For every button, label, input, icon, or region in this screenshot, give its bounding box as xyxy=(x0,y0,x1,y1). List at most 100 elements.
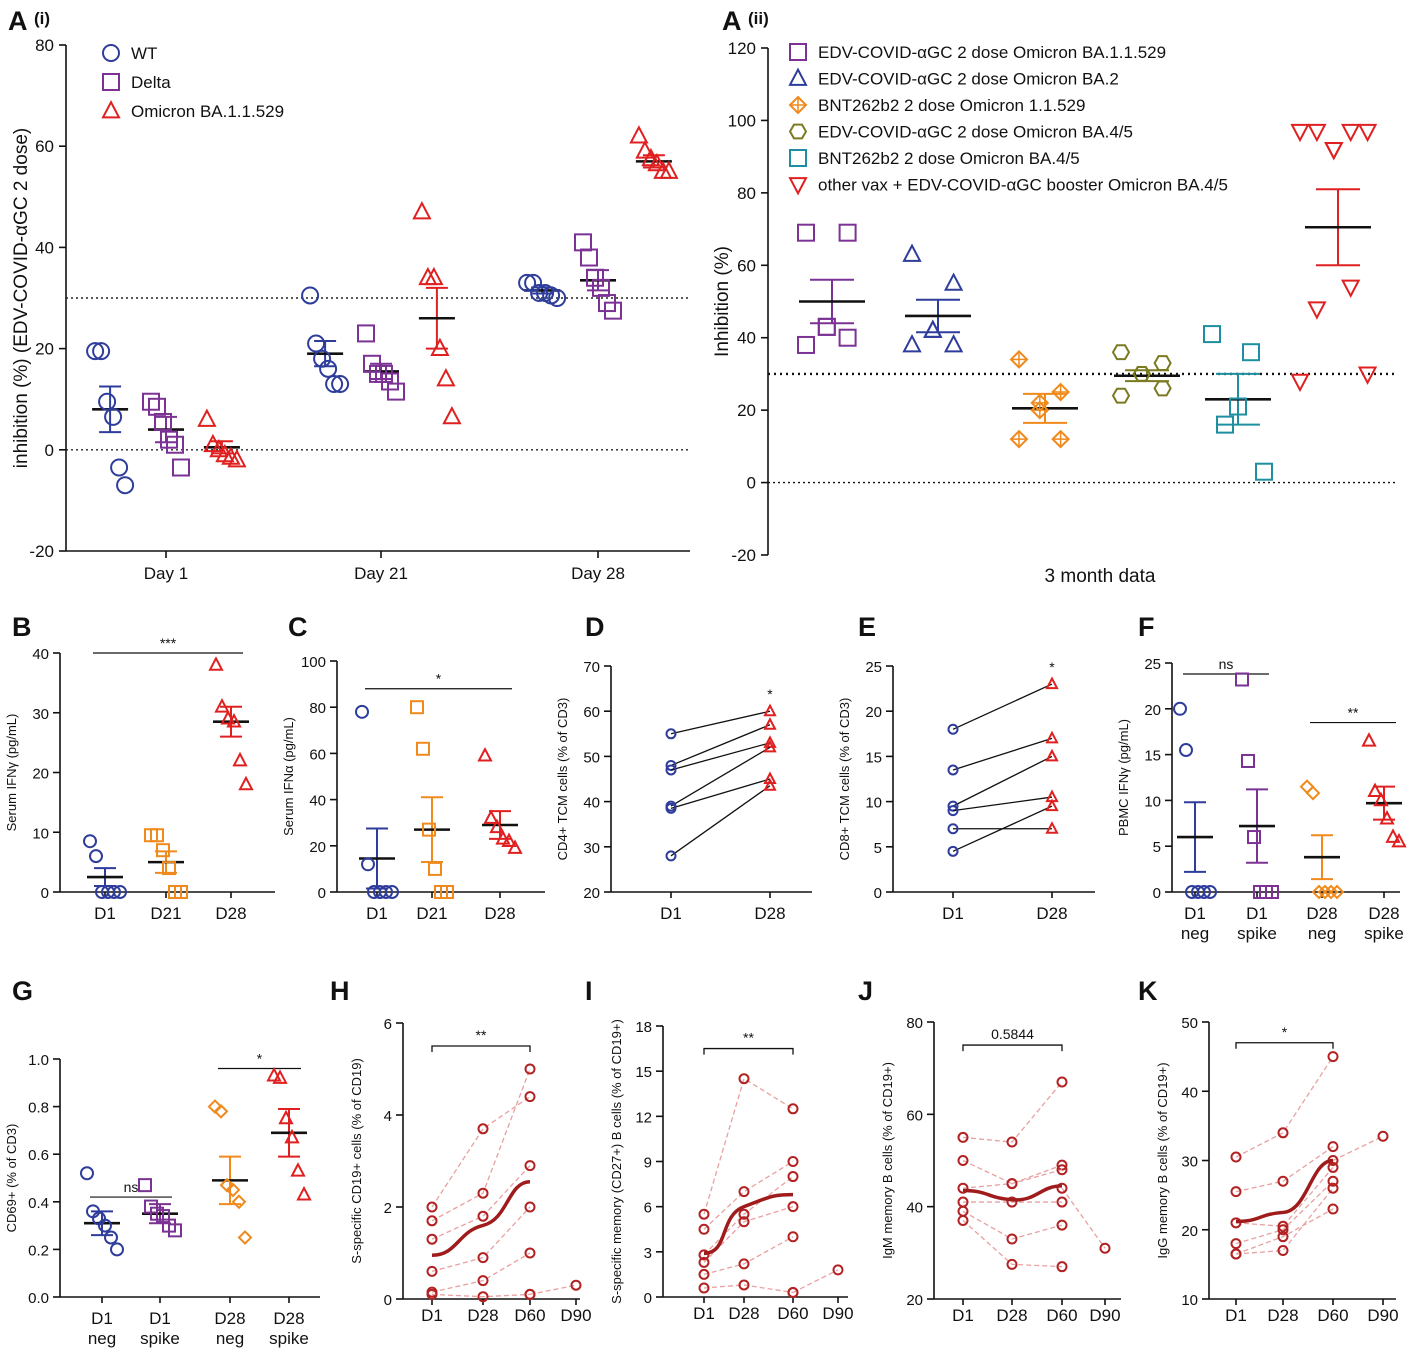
x-tick-label-line: spike xyxy=(269,1329,309,1348)
y-tick-label: 0 xyxy=(644,1290,652,1307)
marker-triangle xyxy=(501,832,517,847)
x-tick-label: Day 28 xyxy=(571,564,625,583)
data-point xyxy=(142,392,160,411)
data-point xyxy=(426,1215,438,1227)
trajectory-line xyxy=(962,1220,1063,1268)
trajectory-line xyxy=(1061,1187,1106,1249)
data-point xyxy=(430,337,450,356)
y-tick-label: 100 xyxy=(301,654,326,671)
data-point xyxy=(1230,1238,1242,1250)
data-point xyxy=(278,1109,294,1125)
data-point xyxy=(426,1288,438,1300)
trajectory-line xyxy=(1235,1208,1334,1255)
data-point xyxy=(416,741,430,756)
y-tick-label: 40 xyxy=(737,329,756,348)
marker-square xyxy=(1229,397,1247,416)
marker-triangle xyxy=(214,698,230,713)
data-point xyxy=(1299,779,1315,795)
data-point xyxy=(110,458,129,477)
pair-line xyxy=(670,778,771,810)
data-point xyxy=(1277,1127,1289,1139)
data-group xyxy=(1235,672,1279,899)
significance-bracket xyxy=(1235,1042,1334,1049)
mean-trend-curve xyxy=(431,1179,531,1258)
data-point xyxy=(1006,1196,1018,1208)
data-group xyxy=(1173,701,1217,899)
x-tick-label: D90 xyxy=(1367,1306,1398,1325)
marker-circle xyxy=(1056,1076,1068,1088)
marker-circle xyxy=(787,1171,799,1183)
data-point xyxy=(1009,350,1029,369)
data-point xyxy=(1341,279,1361,298)
y-tick-label: 15 xyxy=(1144,748,1161,765)
marker-circle xyxy=(104,1230,118,1245)
panel-C: C 0 20 40 60 80 100 D1 D21 D28 Serum IFNα (pg/mL) * xyxy=(281,612,545,923)
marker-circle xyxy=(524,1063,536,1075)
subject-trajectory xyxy=(426,1091,536,1213)
legend-marker xyxy=(788,177,808,196)
data-point xyxy=(1255,462,1273,481)
data-point xyxy=(592,278,610,297)
legend-label: Omicron BA.1.1.529 xyxy=(131,102,284,121)
data-point-d1 xyxy=(665,850,677,862)
x-tick-label: D90 xyxy=(560,1306,591,1325)
marker-circle xyxy=(738,1186,750,1198)
data-point xyxy=(1307,123,1327,143)
marker-circle xyxy=(113,885,127,899)
marker-square xyxy=(1255,462,1273,481)
marker-circle xyxy=(426,1233,438,1245)
data-point xyxy=(738,1216,750,1228)
x-tick-label: D21 xyxy=(416,904,447,923)
significance-bracket xyxy=(703,1047,794,1055)
data-point-d28 xyxy=(1045,798,1059,812)
data-point xyxy=(1323,884,1339,900)
data-group xyxy=(518,273,567,307)
data-point xyxy=(98,1218,112,1233)
marker-triangle xyxy=(442,405,462,425)
data-point xyxy=(524,1160,536,1172)
data-point xyxy=(156,843,170,858)
marker-circle xyxy=(385,885,399,899)
data-group xyxy=(629,125,679,179)
legend-label: Delta xyxy=(131,73,171,92)
data-point xyxy=(301,286,320,305)
x-tick-label: D1 xyxy=(660,904,682,923)
marker-circle xyxy=(1173,701,1187,716)
marker-triangle-down xyxy=(1290,373,1310,393)
pair-line xyxy=(952,796,1053,812)
marker-triangle-down xyxy=(1290,123,1310,143)
data-point xyxy=(1006,1178,1018,1190)
data-point xyxy=(477,1187,489,1199)
data-point xyxy=(107,885,121,899)
data-point xyxy=(957,1131,969,1143)
data-group xyxy=(1299,779,1345,900)
marker-square xyxy=(174,885,188,899)
data-point xyxy=(237,1230,253,1245)
subject-pair xyxy=(947,676,1059,735)
x-tick-label: D28 neg xyxy=(1306,904,1337,943)
subject-pair xyxy=(665,739,777,812)
marker-circle xyxy=(426,1215,438,1227)
marker-hexagon xyxy=(1153,380,1172,397)
marker-circle xyxy=(301,286,320,305)
data-point xyxy=(361,857,375,872)
marker-circle xyxy=(1006,1233,1018,1245)
panel-label: E xyxy=(858,612,876,642)
marker-diamond xyxy=(1299,779,1315,795)
marker-triangle xyxy=(659,160,679,179)
panel-label: J xyxy=(858,976,873,1006)
subject-pair xyxy=(947,748,1059,812)
mean-trend-curve xyxy=(1235,1158,1334,1224)
marker-circle xyxy=(1006,1196,1018,1208)
data-group xyxy=(138,1178,182,1238)
data-point xyxy=(1230,1248,1242,1260)
data-point xyxy=(1030,400,1050,420)
subject-trajectory xyxy=(426,1160,536,1245)
data-point xyxy=(89,849,103,864)
y-tick-label: 3 xyxy=(644,1245,652,1262)
subject-trajectory xyxy=(957,1205,1068,1245)
legend-marker xyxy=(102,44,120,62)
y-tick-label: 60 xyxy=(35,137,54,156)
panel-label: A xyxy=(722,6,742,36)
y-tick-label: 20 xyxy=(583,885,600,902)
